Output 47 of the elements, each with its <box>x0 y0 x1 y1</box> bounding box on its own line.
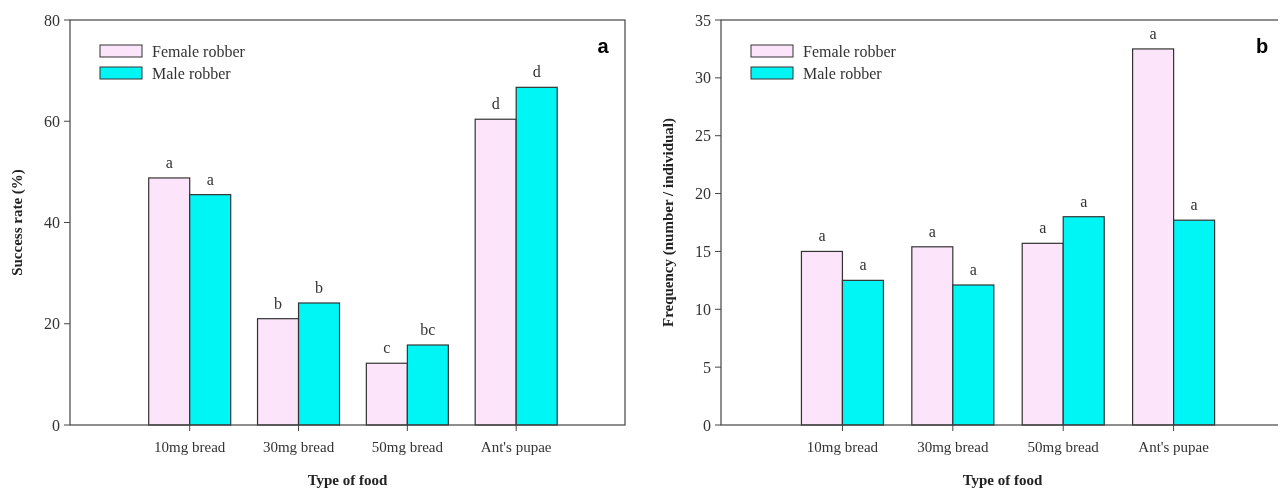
annotation: a <box>1080 192 1088 210</box>
y-tick-label: 5 <box>703 358 711 376</box>
legend-label: Male robber <box>152 64 232 82</box>
annotation: a <box>1039 219 1047 237</box>
annotation: a <box>1149 24 1157 42</box>
annotation: a <box>1190 196 1198 214</box>
annotation: d <box>491 95 500 113</box>
x-axis-title: Type of food <box>962 472 1044 488</box>
annotation: a <box>859 256 867 274</box>
annotation: c <box>383 339 391 357</box>
y-tick-label: 60 <box>44 112 60 130</box>
y-tick-label: 0 <box>703 416 711 434</box>
text: a <box>597 35 610 57</box>
y-tick-label: 40 <box>44 214 60 232</box>
legend-label: Female robber <box>803 42 897 60</box>
y-tick-label: 20 <box>695 185 711 203</box>
y-tick-label: 20 <box>44 315 60 333</box>
annotation: b <box>274 294 283 312</box>
y-tick-label: 25 <box>695 127 711 145</box>
y-tick-label: 10 <box>695 300 711 318</box>
y-tick-label: 0 <box>52 416 60 434</box>
y-tick-label: 35 <box>695 11 711 29</box>
y-tick-label: 30 <box>695 69 711 87</box>
x-axis-title: Type of food <box>307 472 389 488</box>
annotation: d <box>532 63 541 81</box>
y-axis-title: Frequency (number / individual) <box>660 117 677 328</box>
text: b <box>1255 35 1269 57</box>
annotation: a <box>928 222 936 240</box>
x-tick-label: 30mg bread <box>917 439 989 455</box>
legend-label: Male robber <box>803 64 883 82</box>
x-tick-label: Ant's pupae <box>480 439 552 455</box>
annotation: a <box>206 170 214 188</box>
annotation: bc <box>420 321 436 339</box>
annotation: a <box>969 260 977 278</box>
x-tick-label: 10mg bread <box>154 439 226 455</box>
annotation: a <box>165 153 173 171</box>
x-tick-label: 50mg bread <box>1027 439 1100 455</box>
y-tick-label: 15 <box>695 243 711 261</box>
y-axis-title: Success rate (%) <box>9 169 26 276</box>
y-tick-label: 80 <box>44 11 60 29</box>
legend-label: Female robber <box>152 42 246 60</box>
x-tick-label: 30mg bread <box>262 439 335 455</box>
annotation: a <box>818 227 826 245</box>
annotation: b <box>315 278 324 296</box>
x-tick-label: 10mg bread <box>806 439 879 455</box>
x-tick-label: Ant's pupae <box>1138 439 1210 455</box>
x-tick-label: 50mg bread <box>371 439 444 455</box>
